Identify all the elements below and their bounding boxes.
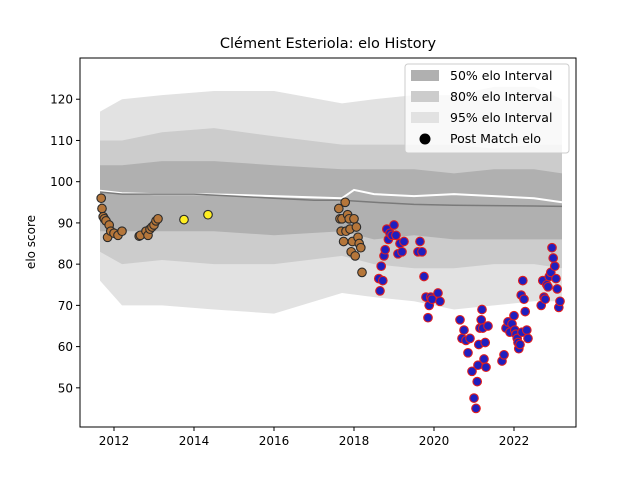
post-match-point-blue xyxy=(548,253,559,263)
post-match-point-blue xyxy=(483,321,493,331)
legend-label-post-match: Post Match elo xyxy=(450,131,541,146)
y-tick-label: 90 xyxy=(58,216,73,230)
post-match-point-brown xyxy=(340,197,351,208)
post-match-point-blue xyxy=(433,288,443,298)
median-elo-line xyxy=(99,191,563,208)
post-match-point-blue xyxy=(521,325,532,335)
post-match-point-blue xyxy=(419,271,429,282)
post-match-point-brown xyxy=(357,267,367,278)
post-match-point-brown xyxy=(355,242,366,253)
post-match-point-blue xyxy=(476,314,487,325)
post-match-point-blue xyxy=(472,376,483,387)
legend-box xyxy=(404,63,570,154)
post-match-point-blue xyxy=(517,275,528,286)
post-match-point-blue xyxy=(499,349,509,360)
post-match-point-blue xyxy=(479,354,489,364)
post-match-point-blue xyxy=(376,261,387,272)
post-match-point-blue xyxy=(380,244,391,255)
post-match-point-blue xyxy=(477,304,487,315)
legend-swatch-50 xyxy=(411,70,439,81)
post-match-point-blue xyxy=(463,347,473,358)
post-match-point-blue xyxy=(397,246,407,257)
post-match-point-yellow xyxy=(179,214,189,225)
y-tick-label: 60 xyxy=(58,340,73,354)
post-match-point-blue xyxy=(465,333,475,344)
post-match-point-blue xyxy=(540,294,551,305)
y-axis: 50 60 70 80 90 100 110 120 xyxy=(50,93,80,395)
post-match-point-blue xyxy=(455,314,465,325)
legend-swatch-95 xyxy=(411,112,439,123)
legend-label-95: 95% elo Interval xyxy=(450,110,552,125)
x-axis: 2012 2014 2016 2018 2020 2022 xyxy=(99,427,530,448)
x-tick-label: 2020 xyxy=(419,434,450,448)
y-tick-label: 100 xyxy=(50,175,73,189)
legend: 50% elo Interval 80% elo Interval 95% el… xyxy=(404,63,570,154)
post-match-point-blue xyxy=(547,242,557,253)
post-match-point-blue xyxy=(415,236,425,247)
post-match-point-blue xyxy=(481,362,491,373)
post-match-point-blue xyxy=(459,325,469,335)
post-match-point-blue xyxy=(389,220,399,230)
y-tick-label: 120 xyxy=(50,93,73,107)
post-match-point-blue xyxy=(423,312,433,323)
post-match-point-yellow xyxy=(203,209,213,220)
plot-frame xyxy=(79,57,577,428)
post-match-point-blue xyxy=(399,236,409,247)
chart-title: Clément Esteriola: elo History xyxy=(220,36,437,52)
legend-marker-post-match xyxy=(419,133,431,145)
legend-label-50: 50% elo Interval xyxy=(450,68,552,83)
post-match-point-blue xyxy=(543,281,553,292)
x-tick-label: 2012 xyxy=(99,434,130,448)
post-match-point-brown xyxy=(351,222,362,232)
x-tick-label: 2014 xyxy=(179,434,210,448)
post-match-point-brown xyxy=(350,251,361,261)
post-match-point-brown xyxy=(338,236,349,247)
legend-label-80: 80% elo Interval xyxy=(450,89,552,104)
post-match-point-blue xyxy=(391,230,401,241)
post-match-point-blue xyxy=(469,393,479,403)
y-tick-label: 70 xyxy=(58,299,73,313)
post-match-point-blue xyxy=(471,403,481,414)
post-match-point-blue xyxy=(555,296,565,307)
post-match-point-brown xyxy=(96,193,107,204)
y-axis-label: elo score xyxy=(24,215,38,269)
post-match-point-brown xyxy=(153,213,163,224)
post-match-point-blue xyxy=(480,337,491,348)
x-tick-label: 2016 xyxy=(259,434,290,448)
post-match-point-blue xyxy=(417,246,427,257)
post-match-point-blue xyxy=(549,261,560,272)
x-tick-label: 2022 xyxy=(499,434,530,448)
post-match-point-blue xyxy=(519,294,529,305)
post-match-point-blue xyxy=(552,284,563,294)
post-match-point-blue xyxy=(435,296,445,307)
post-match-point-brown xyxy=(333,203,344,214)
post-match-point-blue xyxy=(523,333,533,344)
post-match-point-brown xyxy=(97,203,107,214)
legend-swatch-80 xyxy=(411,91,439,102)
x-tick-label: 2018 xyxy=(339,434,370,448)
post-match-point-blue xyxy=(467,366,477,377)
post-match-point-brown xyxy=(349,213,359,224)
post-match-point-brown xyxy=(117,226,127,237)
post-match-point-blue xyxy=(515,339,525,350)
post-match-point-blue xyxy=(375,286,385,296)
post-match-point-blue xyxy=(551,273,561,284)
post-match-point-blue xyxy=(377,275,388,286)
y-tick-label: 110 xyxy=(50,134,73,148)
y-tick-label: 80 xyxy=(58,258,73,272)
y-tick-label: 50 xyxy=(58,381,73,395)
post-match-point-blue xyxy=(509,310,519,321)
post-match-point-blue xyxy=(520,306,531,317)
